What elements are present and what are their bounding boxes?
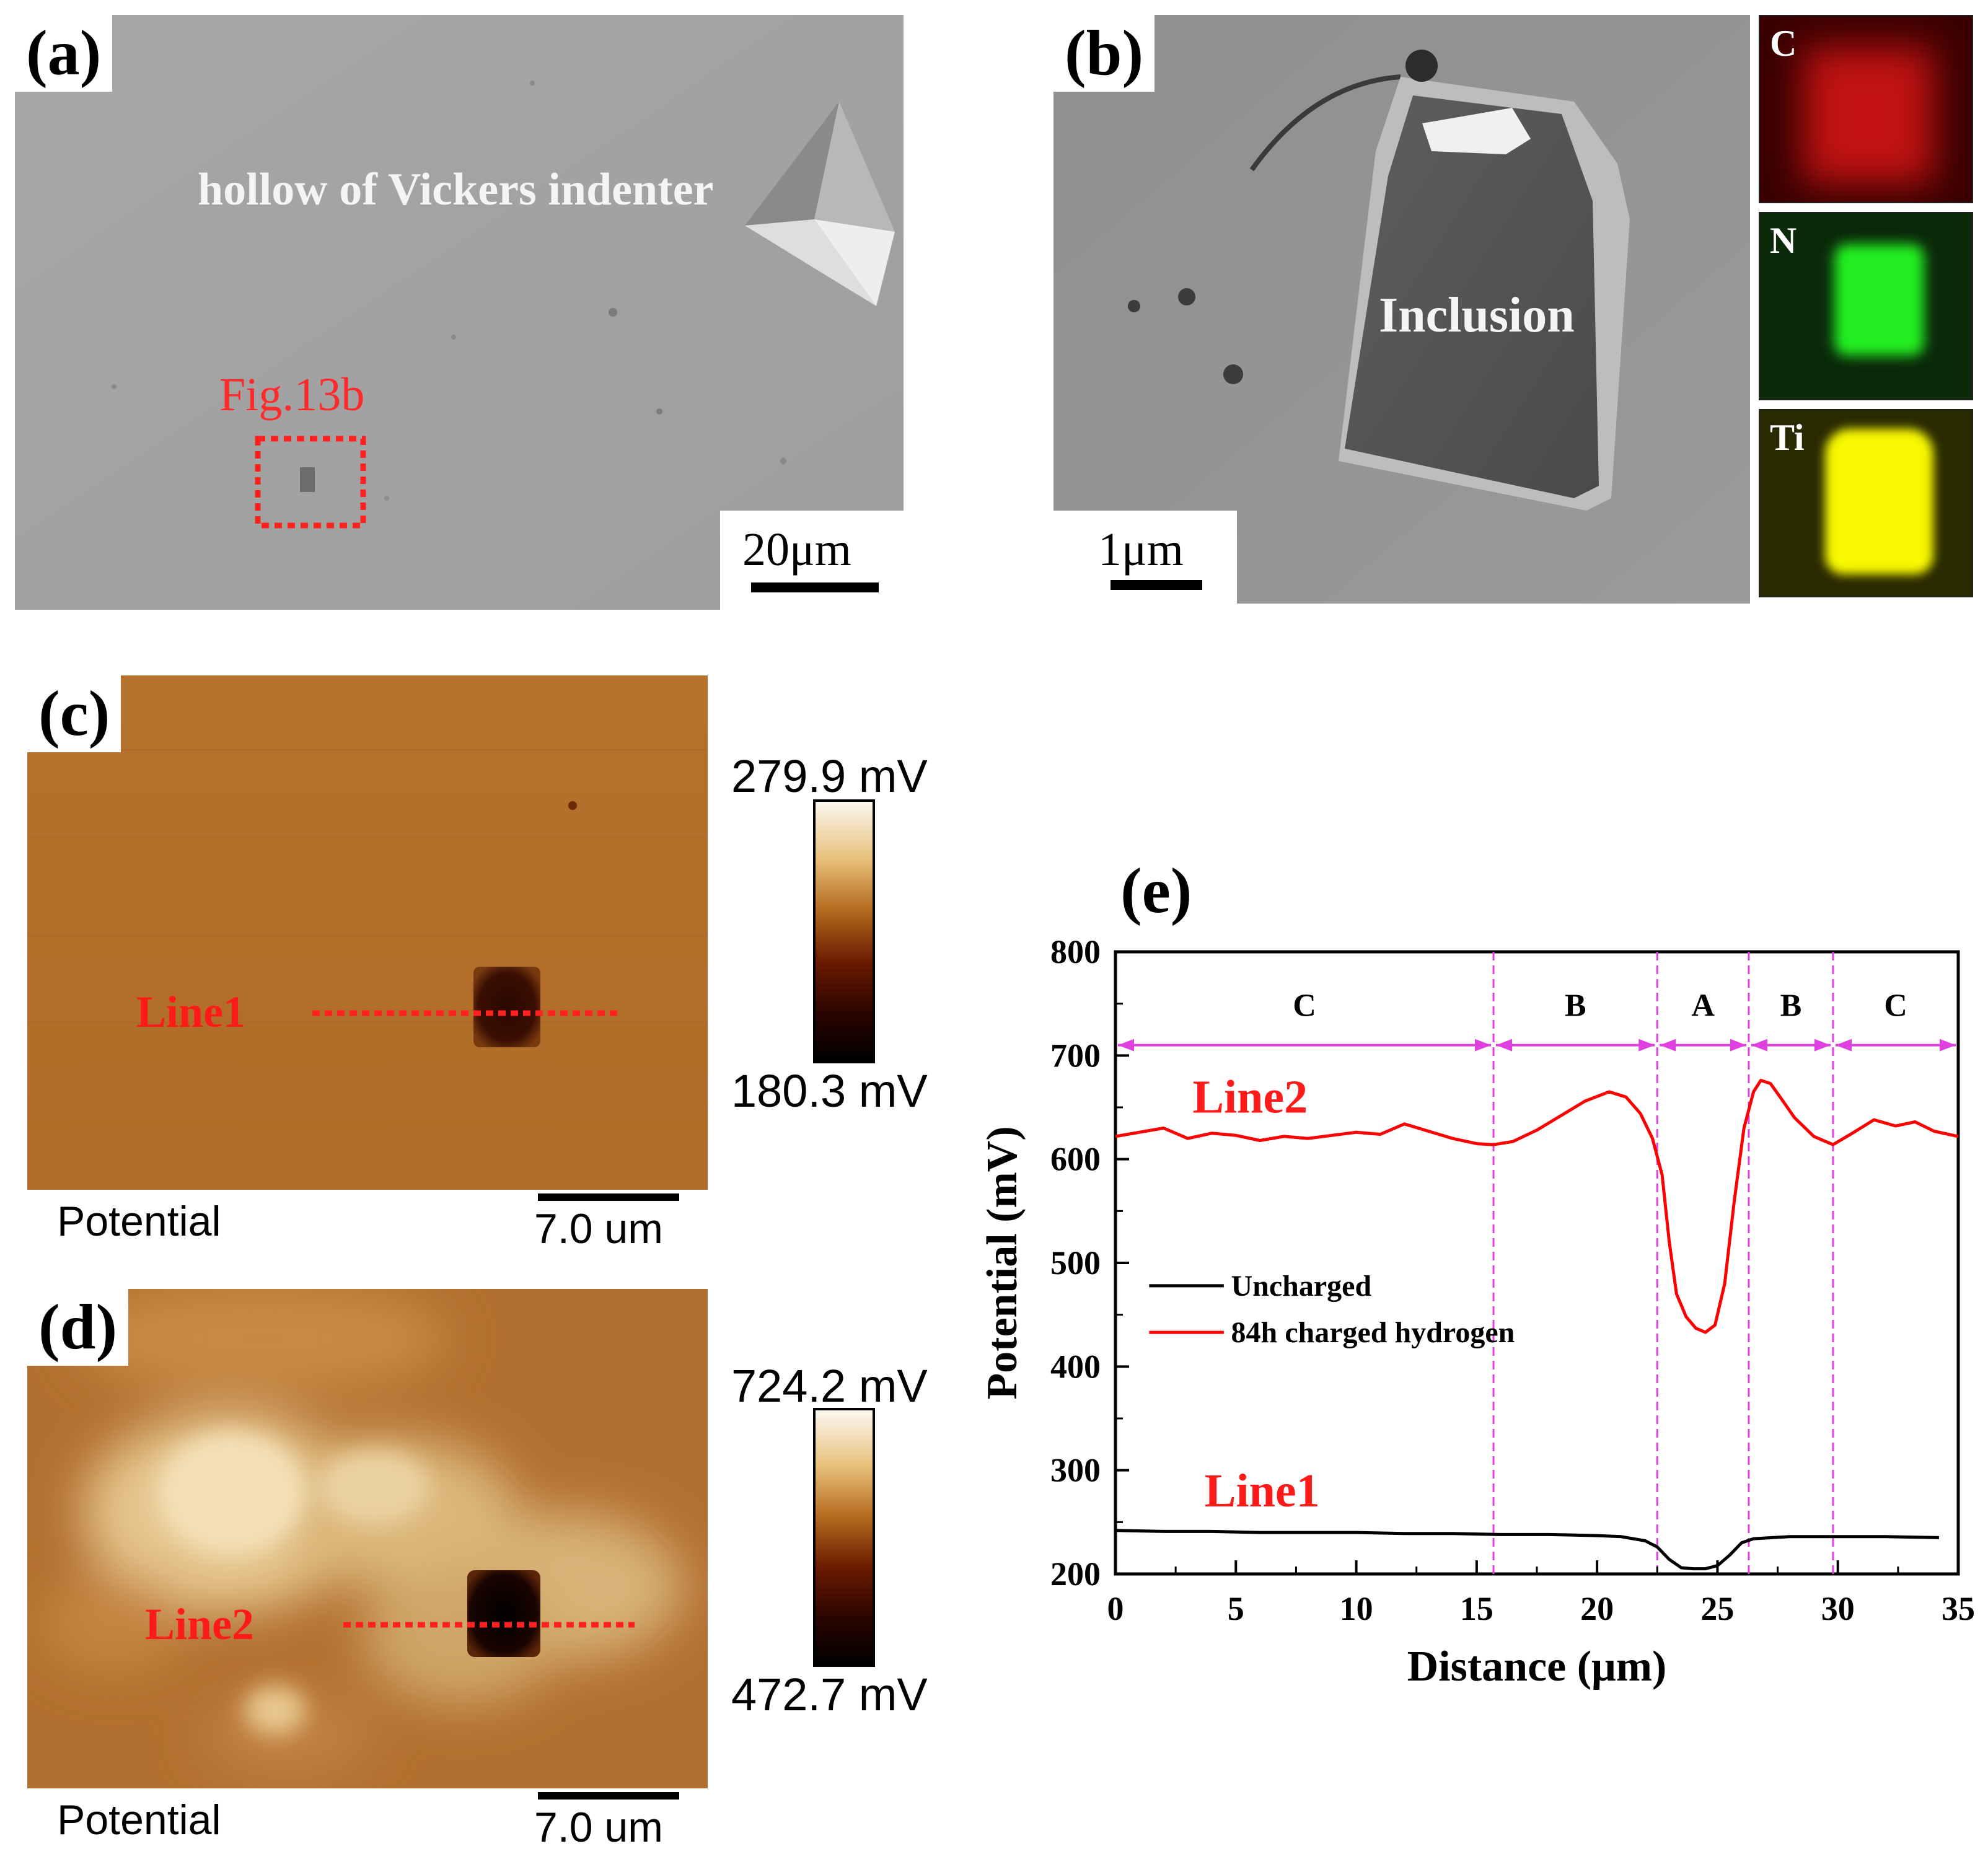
inclusion-label: Inclusion	[1379, 288, 1575, 343]
scale-text-b: 1μm	[1098, 524, 1184, 576]
y-tick-label-0: 200	[1050, 1555, 1101, 1593]
y-tick-label-4: 600	[1050, 1141, 1101, 1178]
panel-label-d: (d)	[27, 1289, 129, 1366]
legend-entry-1: 84h charged hydrogen	[1231, 1316, 1515, 1349]
scale-text-c: 7.0 um	[534, 1205, 663, 1252]
panel-b: Inclusion 1μm C N Ti	[1053, 15, 1973, 604]
scale-bar-b: 1μm	[1053, 511, 1237, 604]
scale-text-a: 20μm	[742, 524, 851, 576]
scale-text-d: 7.0 um	[534, 1804, 663, 1851]
indent-label: hollow of Vickers indenter	[198, 164, 714, 215]
line1-label-e: Line1	[1205, 1465, 1320, 1517]
scale-line-a	[751, 582, 879, 592]
scale-line-b	[1111, 580, 1202, 590]
panel-a: hollow of Vickers indenter Fig.13b 20μm	[15, 15, 904, 610]
scale-line-c	[538, 1193, 679, 1201]
panel-label-b: (b)	[1053, 15, 1155, 92]
series-line-1	[1115, 1079, 1959, 1334]
inclusion-particle	[1345, 95, 1599, 498]
region-arrowhead-left-4	[1835, 1039, 1852, 1052]
y-tick-label-1: 300	[1050, 1452, 1101, 1489]
colorbar-max-d: 724.2 mV	[731, 1360, 928, 1412]
panel-label-e: (e)	[1120, 855, 1192, 926]
potential-map-c	[27, 675, 708, 1190]
colorbar-d	[813, 1408, 875, 1667]
colorbar-c	[813, 799, 875, 1063]
x-tick-label-1: 5	[1228, 1590, 1244, 1627]
line1-label-c: Line1	[136, 987, 246, 1037]
caption-d: Potential	[57, 1796, 221, 1844]
eds-label-c: C	[1770, 23, 1797, 64]
colorbar-min-c: 180.3 mV	[731, 1065, 928, 1117]
y-tick-label-3: 500	[1050, 1244, 1101, 1281]
region-label-2: A	[1691, 988, 1715, 1024]
legend-entry-0: Uncharged	[1231, 1270, 1372, 1303]
x-axis-label: Distance (μm)	[1407, 1643, 1667, 1690]
region-arrowhead-right-4	[1940, 1039, 1956, 1052]
region-arrowhead-right-1	[1638, 1039, 1655, 1052]
x-tick-label-5: 25	[1700, 1590, 1734, 1627]
eds-map-carbon: C	[1759, 15, 1973, 203]
sem-image-b	[1053, 15, 1750, 604]
eds-map-nitrogen: N	[1759, 212, 1973, 400]
region-arrowhead-right-3	[1814, 1039, 1831, 1052]
region-arrowhead-left-2	[1660, 1039, 1676, 1052]
region-label-3: B	[1780, 988, 1802, 1024]
region-label-4: C	[1884, 988, 1907, 1024]
region-arrowhead-left-0	[1118, 1039, 1134, 1052]
line1-marker	[312, 1010, 622, 1016]
region-arrowhead-left-3	[1751, 1039, 1767, 1052]
region-arrowhead-right-2	[1730, 1039, 1746, 1052]
colorbar-max-c: 279.9 mV	[731, 750, 928, 802]
fig-ref-label: Fig.13b	[219, 369, 365, 421]
panel-d-image: Line2	[27, 1289, 708, 1788]
vickers-indent	[745, 102, 895, 306]
panel-label-c: (c)	[27, 675, 121, 752]
panel-c-image: Line1	[27, 675, 708, 1190]
region-arrowhead-left-1	[1496, 1039, 1513, 1052]
panel-label-a: (a)	[15, 15, 113, 92]
x-tick-label-3: 15	[1460, 1590, 1493, 1627]
region-arrowhead-right-0	[1475, 1039, 1492, 1052]
scale-bar-a: 20μm	[720, 511, 904, 610]
y-tick-label-2: 400	[1050, 1348, 1101, 1385]
region-label-1: B	[1565, 988, 1586, 1024]
eds-map-titanium: Ti	[1759, 409, 1973, 597]
series-line-0	[1115, 1529, 1939, 1571]
x-tick-label-7: 35	[1942, 1590, 1975, 1627]
colorbar-min-d: 472.7 mV	[731, 1669, 928, 1720]
y-tick-label-5: 700	[1050, 1037, 1101, 1074]
line2-marker	[343, 1622, 635, 1628]
x-tick-label-0: 0	[1107, 1590, 1124, 1627]
fig13b-region-box	[255, 436, 366, 529]
eds-label-ti: Ti	[1770, 417, 1805, 458]
x-tick-label-2: 10	[1340, 1590, 1373, 1627]
line2-label-e: Line2	[1192, 1071, 1308, 1123]
scale-line-d	[538, 1792, 679, 1800]
x-tick-label-4: 20	[1580, 1590, 1614, 1627]
y-tick-label-6: 800	[1050, 933, 1101, 970]
sem-image-a	[15, 15, 904, 610]
plot-frame	[1114, 950, 1960, 1576]
caption-c: Potential	[57, 1198, 221, 1245]
region-label-0: C	[1293, 988, 1316, 1024]
x-tick-label-6: 30	[1821, 1590, 1855, 1627]
eds-label-n: N	[1770, 220, 1797, 261]
line2-label-d: Line2	[145, 1599, 255, 1649]
y-axis-label: Potential (mV)	[979, 1126, 1026, 1399]
